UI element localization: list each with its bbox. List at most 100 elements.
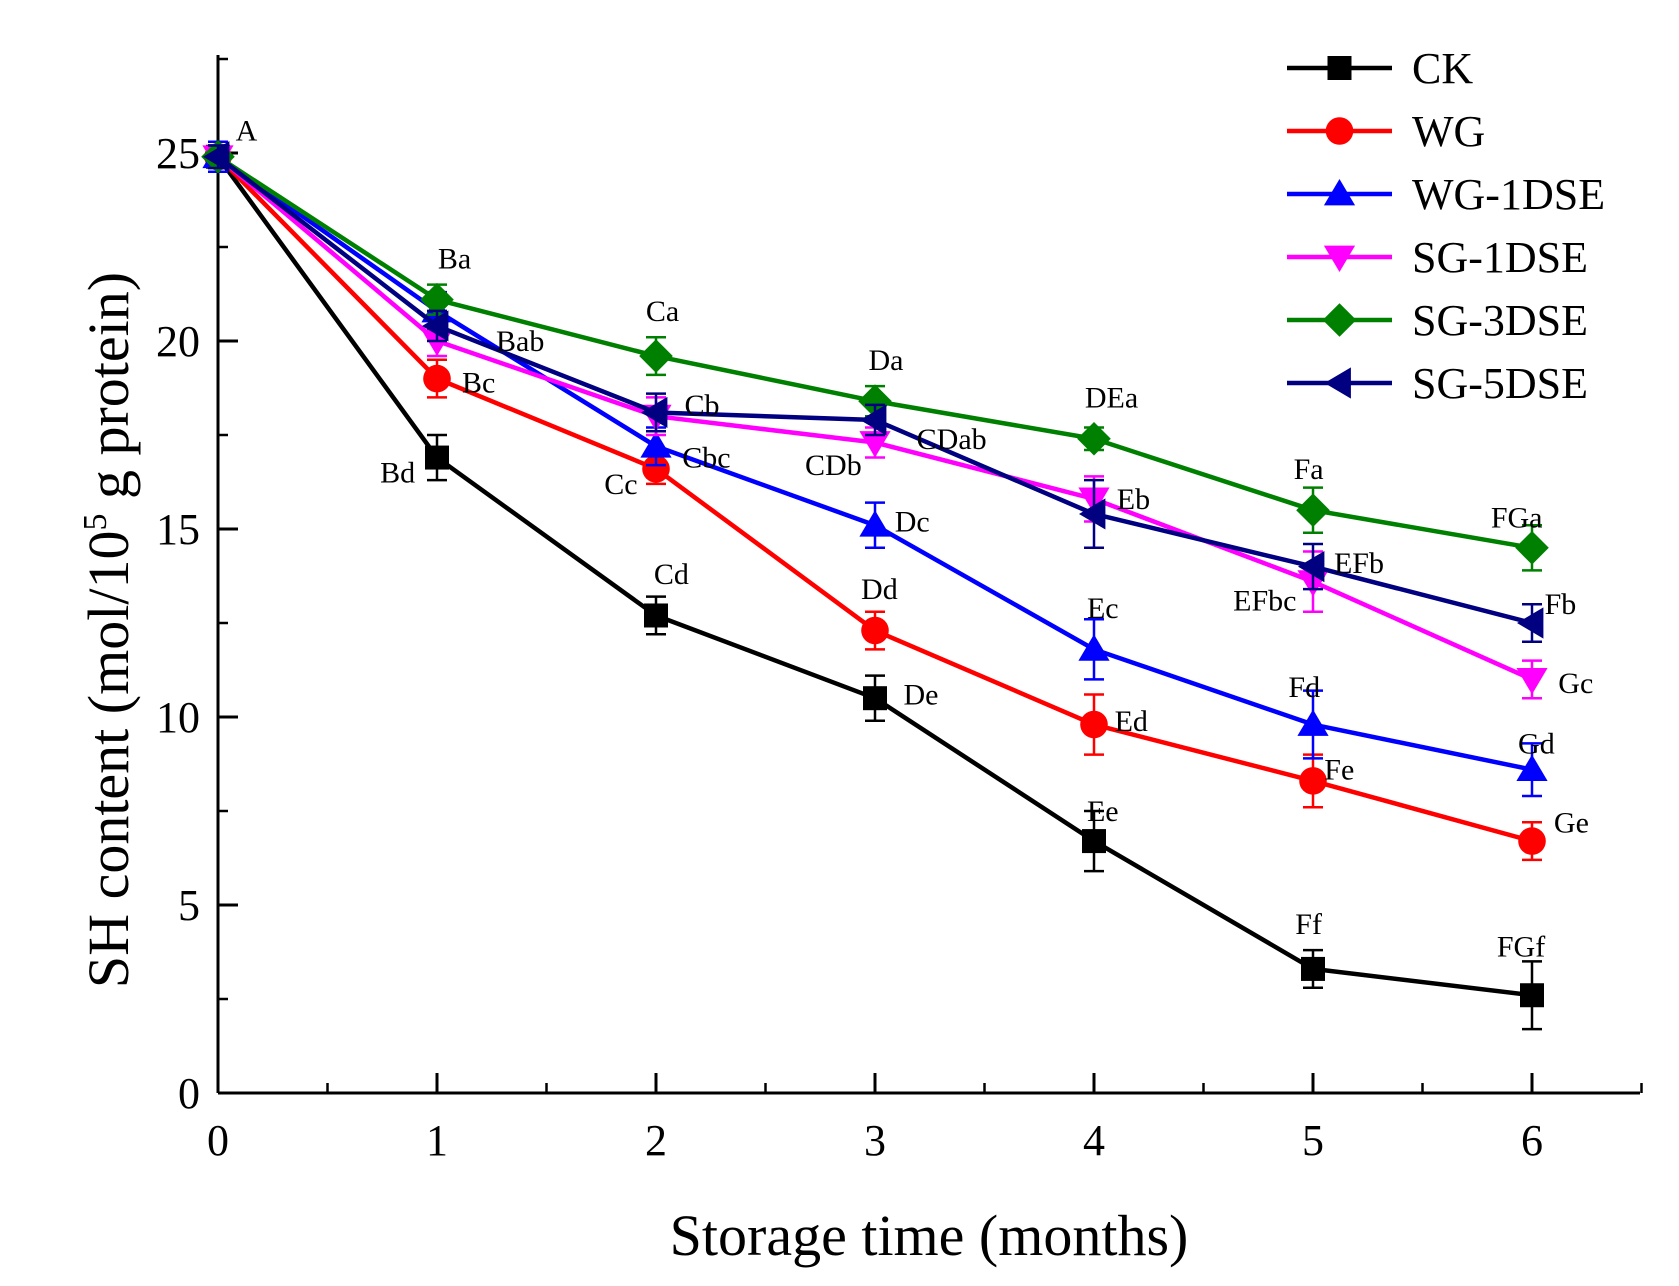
y-axis-title-superscript: 5 xyxy=(77,514,114,531)
y-tick-label: 15 xyxy=(156,505,200,554)
data-point xyxy=(1299,767,1327,795)
significance-label: De xyxy=(903,678,938,711)
significance-label: Bd xyxy=(380,457,415,490)
x-tick-label: 1 xyxy=(426,1116,448,1165)
data-point xyxy=(1078,634,1110,661)
significance-label: A xyxy=(236,114,258,147)
significance-label: Ge xyxy=(1554,806,1589,839)
legend: CK WG WG-1DSE SG-1DSE SG-3DSE SG-5DSE xyxy=(1287,44,1605,408)
significance-label: EFbc xyxy=(1233,584,1296,617)
data-point xyxy=(203,141,230,173)
x-tick-label: 2 xyxy=(645,1116,667,1165)
data-point xyxy=(422,310,449,342)
legend-marker xyxy=(1323,179,1356,206)
significance-label: Cd xyxy=(654,558,689,591)
data-point xyxy=(423,364,451,393)
legend-item-sg-1dse: SG-1DSE xyxy=(1287,233,1588,282)
significance-label: Bab xyxy=(496,325,544,358)
legend-label: WG-1DSE xyxy=(1412,170,1605,219)
significance-label: Ed xyxy=(1115,705,1148,738)
data-point xyxy=(1517,607,1544,639)
y-tick-label: 25 xyxy=(156,129,200,178)
legend-marker xyxy=(1327,56,1352,80)
data-point xyxy=(1518,827,1546,855)
significance-label: CDab xyxy=(917,423,987,456)
significance-label: Dd xyxy=(861,573,898,606)
y-tick-label: 10 xyxy=(156,693,200,742)
legend-label: WG xyxy=(1412,107,1485,156)
significance-label: Fb xyxy=(1545,588,1577,621)
y-axis-title-main: SH content (mol/10 xyxy=(76,531,141,989)
data-point xyxy=(1079,498,1106,530)
legend-label: SG-1DSE xyxy=(1412,233,1588,282)
significance-label: FGa xyxy=(1491,502,1543,535)
y-tick-label: 20 xyxy=(156,317,200,366)
data-point xyxy=(1296,493,1330,527)
data-point xyxy=(860,404,887,436)
data-point xyxy=(1298,551,1325,583)
significance-label: DEa xyxy=(1085,381,1138,414)
x-tick-label: 4 xyxy=(1083,1116,1105,1165)
data-point xyxy=(1297,709,1329,736)
data-point xyxy=(861,616,889,645)
axes: 0 1 2 3 4 5 6 0 5 10 15 20 25 xyxy=(156,55,1643,1165)
significance-label: Ec xyxy=(1087,592,1119,625)
y-tick-label: 5 xyxy=(178,881,200,930)
significance-label: FGf xyxy=(1497,930,1545,963)
x-tick-label: 5 xyxy=(1302,1116,1324,1165)
legend-marker xyxy=(1325,117,1354,145)
data-point xyxy=(425,445,449,470)
significance-label: Ca xyxy=(646,295,679,328)
significance-label: Bc xyxy=(462,366,495,399)
x-axis-title: Storage time (months) xyxy=(670,1203,1189,1268)
data-point xyxy=(641,396,668,429)
data-point xyxy=(1301,956,1325,981)
y-axis-title: SH content (mol/105 g protein) xyxy=(76,272,141,988)
legend-marker xyxy=(1322,303,1357,337)
series-ck xyxy=(206,144,1544,1031)
data-point xyxy=(863,686,887,711)
data-point xyxy=(859,431,891,458)
legend-item-sg-3dse: SG-3DSE xyxy=(1287,296,1588,345)
legend-label: CK xyxy=(1412,44,1473,93)
y-axis-title-unit: g protein) xyxy=(76,272,141,514)
significance-label: EFb xyxy=(1334,547,1384,580)
data-point xyxy=(640,431,672,458)
legend-label: SG-3DSE xyxy=(1412,296,1588,345)
data-point xyxy=(642,455,670,483)
significance-label: Da xyxy=(868,344,903,377)
x-tick-label: 6 xyxy=(1521,1116,1543,1165)
x-tick-label: 0 xyxy=(207,1116,229,1165)
data-point xyxy=(1082,829,1106,854)
significance-label: Fe xyxy=(1324,754,1354,787)
significance-label: Dc xyxy=(895,505,930,538)
data-point xyxy=(420,282,454,317)
data-point xyxy=(1080,710,1108,739)
legend-marker xyxy=(1323,245,1356,272)
series-layer xyxy=(201,139,1549,1031)
significance-label: CDb xyxy=(805,449,862,482)
legend-item-sg-5dse: SG-5DSE xyxy=(1287,359,1588,408)
significance-label: Gc xyxy=(1558,667,1593,700)
significance-label: Cc xyxy=(604,468,637,501)
legend-item-wg-1dse: WG-1DSE xyxy=(1287,170,1605,219)
significance-label: Eb xyxy=(1117,483,1150,516)
significance-label: Cb xyxy=(684,389,719,422)
data-point xyxy=(1516,754,1548,782)
significance-label: Ee xyxy=(1087,795,1119,828)
significance-label: Fd xyxy=(1288,671,1320,704)
data-point xyxy=(1077,421,1111,456)
data-point xyxy=(644,603,668,628)
y-tick-label: 0 xyxy=(178,1069,200,1118)
significance-label: Gd xyxy=(1518,727,1555,760)
series-sg-5dse xyxy=(203,141,1544,644)
legend-item-ck: CK xyxy=(1287,44,1473,93)
data-point xyxy=(859,510,891,537)
data-point xyxy=(639,339,673,373)
significance-label: Fa xyxy=(1294,453,1324,486)
legend-marker xyxy=(1324,367,1351,399)
legend-label: SG-5DSE xyxy=(1412,359,1588,408)
data-point xyxy=(1515,531,1549,565)
